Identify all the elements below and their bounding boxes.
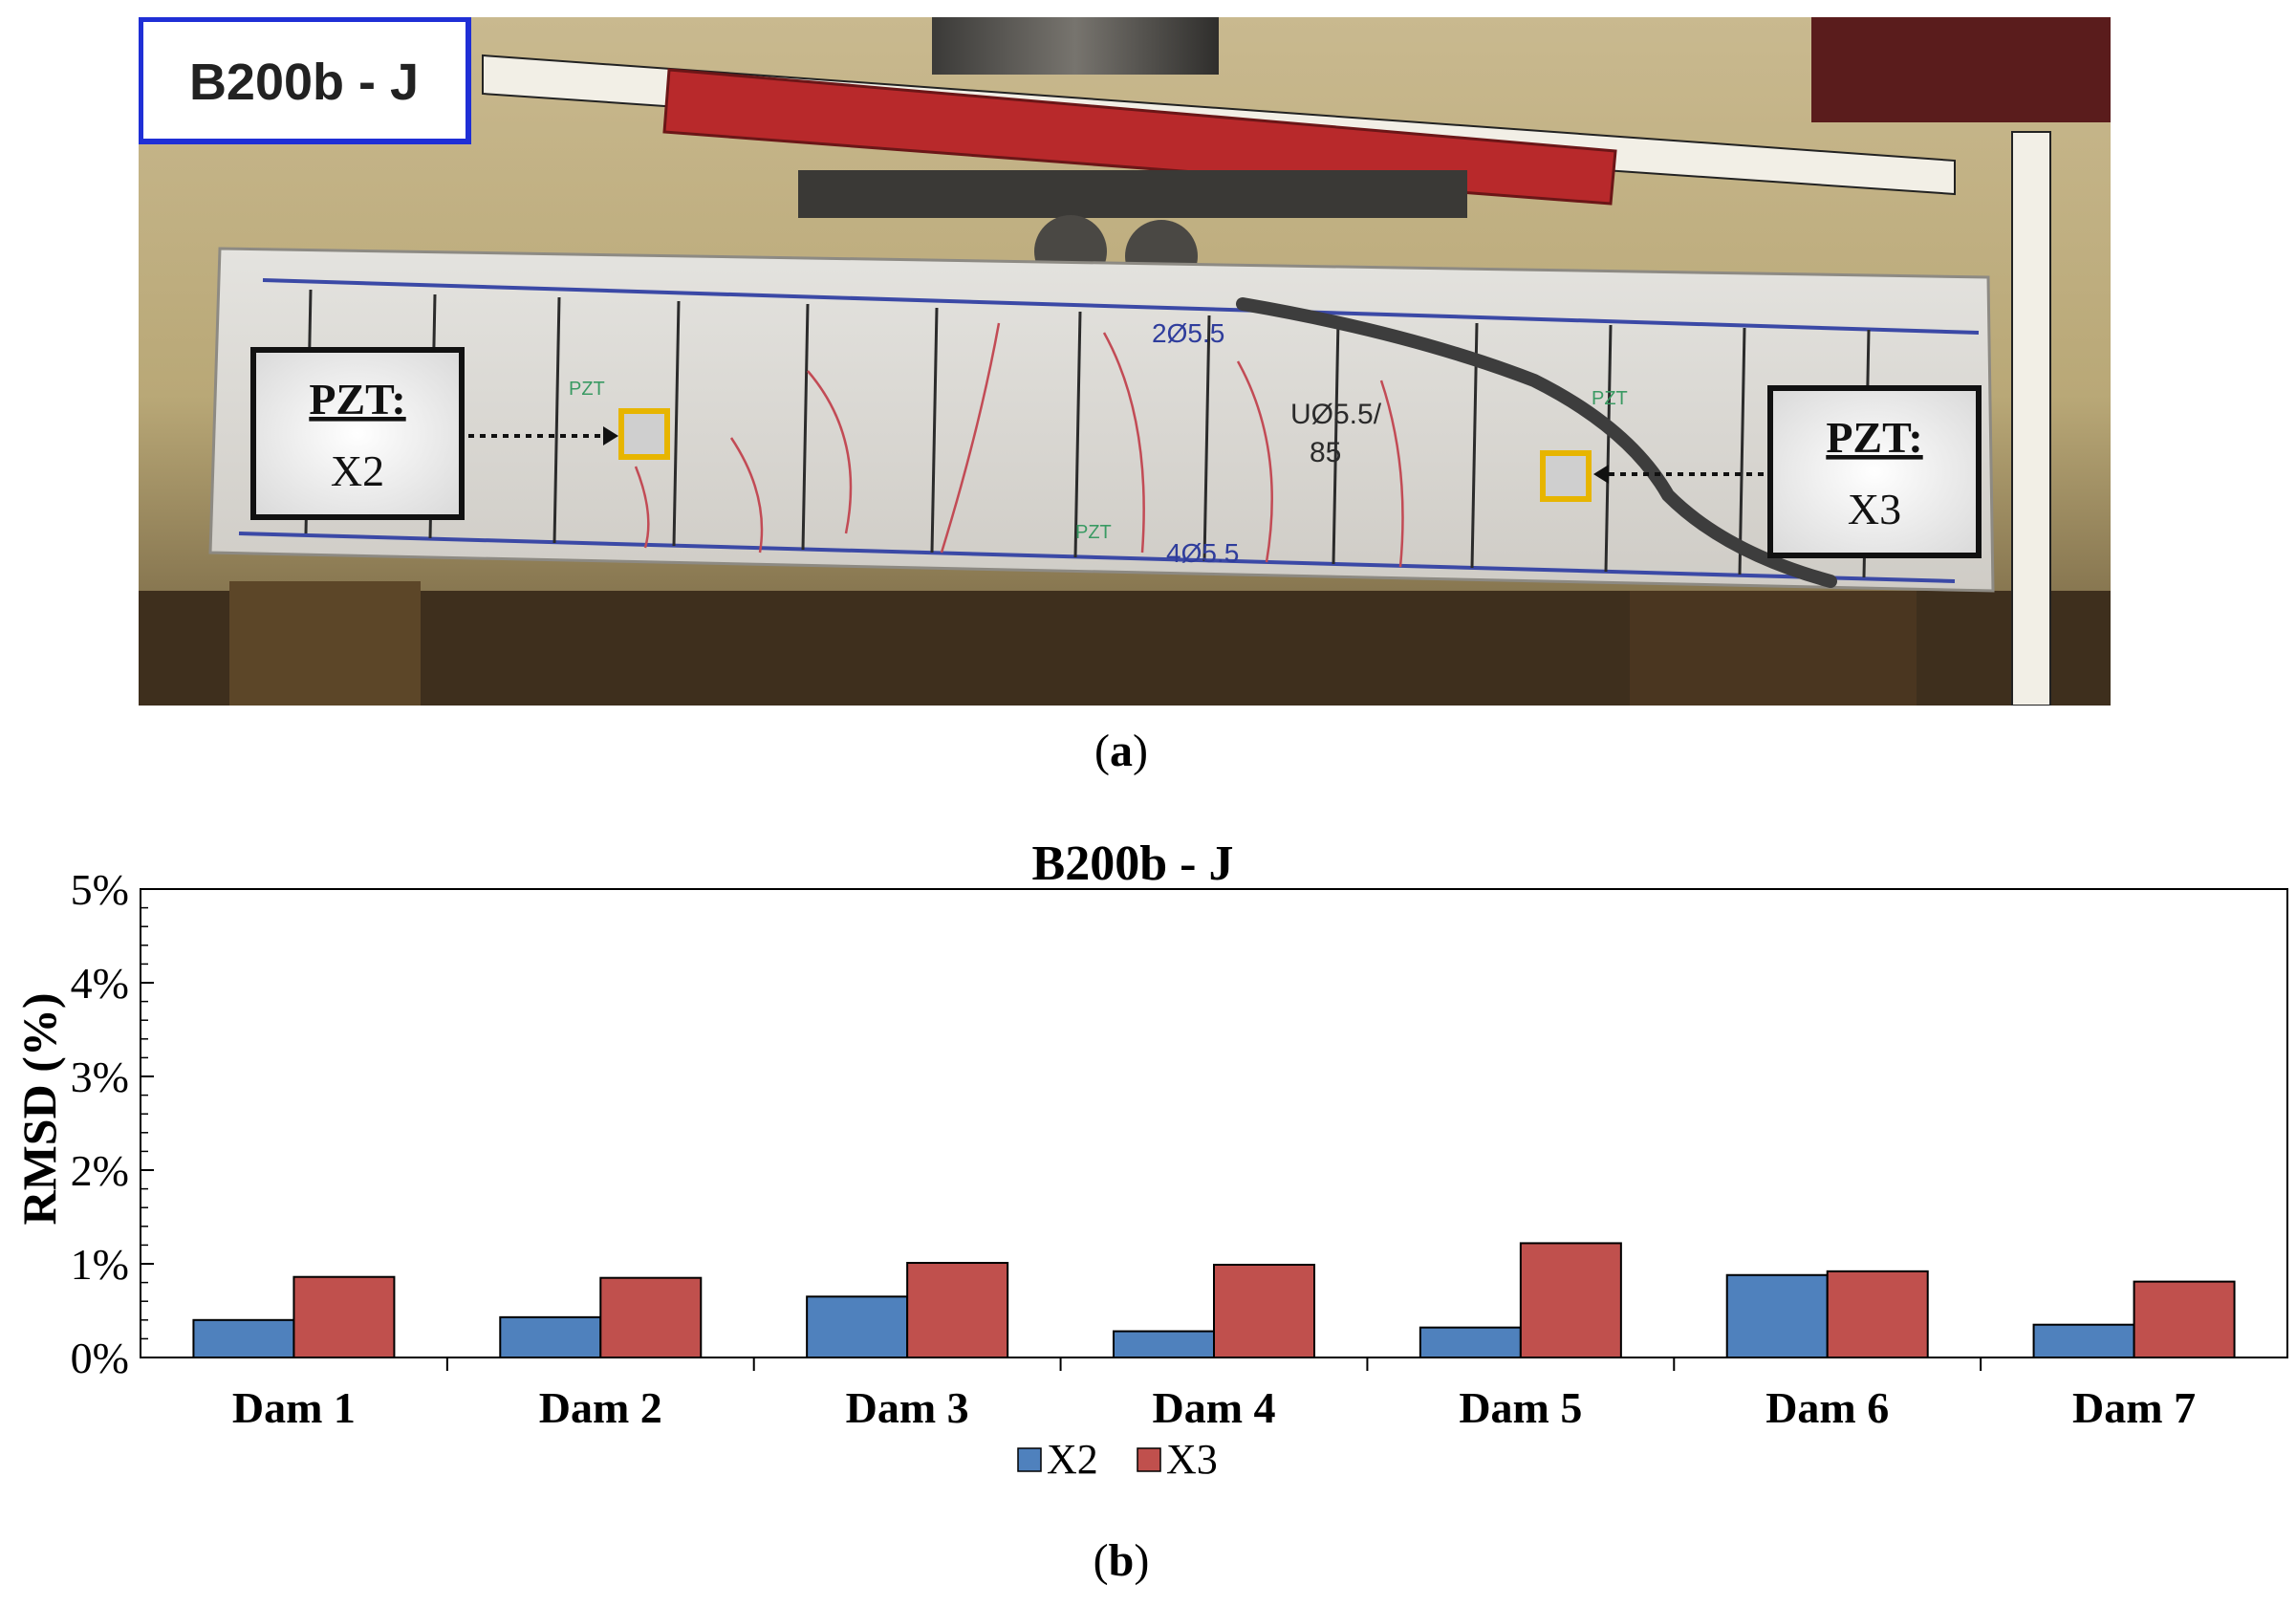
callout-arrowhead-x3 (1593, 465, 1609, 484)
y-tick-label: 5% (71, 865, 129, 914)
legend-swatch-x2 (1017, 1447, 1042, 1472)
x-tick-label: Dam 7 (2072, 1383, 2196, 1432)
beam-mark-stirrup: UØ5.5/ (1290, 399, 1382, 430)
pzt-mark-mid: PZT (1075, 522, 1112, 543)
bar-x3-dam-4 (1213, 1263, 1315, 1358)
panel-caption-a: (a) (1094, 726, 1148, 776)
pzt-sensor-x3 (1540, 450, 1592, 502)
pzt-mark-x3: PZT (1592, 388, 1628, 409)
y-tick-label: 0% (71, 1334, 129, 1382)
x-tick-label: Dam 3 (846, 1383, 969, 1432)
y-axis-label: RMSD (%) (12, 992, 66, 1225)
callout-box-x2 (250, 347, 465, 520)
bar-x2-dam-6 (1725, 1273, 1829, 1359)
callout-x3-sensor: X3 (1848, 485, 1901, 533)
x-tick-label: Dam 1 (232, 1383, 356, 1432)
y-tick-label: 3% (71, 1053, 129, 1101)
legend: X2 X3 (1017, 1436, 1218, 1483)
legend-label-x3: X3 (1166, 1436, 1218, 1483)
x-tick-label: Dam 2 (539, 1383, 662, 1432)
beam-mark-bottom: 4Ø5.5 (1166, 538, 1239, 568)
left-support (229, 581, 421, 706)
callout-box-x3 (1767, 385, 1982, 558)
beam-mark-top: 2Ø5.5 (1152, 318, 1224, 348)
top-rebar-line (262, 278, 1980, 335)
callout-x2-sensor: X2 (331, 446, 384, 495)
x-tick-label: Dam 4 (1152, 1383, 1275, 1432)
specimen-label: B200b - J (189, 54, 419, 111)
press-bar (798, 170, 1467, 218)
concrete-beam (208, 247, 1995, 593)
shear-crack (1236, 297, 1837, 588)
specimen-label-box (139, 17, 471, 144)
ruler-vertical (2011, 131, 2051, 706)
y-tick-label: 4% (71, 959, 129, 1008)
callout-arrowhead-x2 (603, 426, 618, 445)
bar-x2-dam-2 (499, 1315, 602, 1358)
bar-x2-dam-5 (1419, 1326, 1522, 1359)
hairline-cracks (634, 322, 1404, 568)
bottom-rebar-line (238, 532, 1956, 583)
bar-series (192, 1242, 2236, 1359)
beam-mark-spacing: 85 (1310, 437, 1341, 468)
pzt-sensor-x2 (618, 408, 670, 460)
y-axis-ticks: 0% 1% 2% 3% 4% 5% (71, 865, 154, 1382)
bar-x2-dam-4 (1113, 1330, 1215, 1359)
callout-x2-heading: PZT: (309, 375, 405, 423)
legend-swatch-x3 (1137, 1447, 1161, 1472)
callout-x3-heading: PZT: (1826, 413, 1922, 462)
panel-caption-a-letter: a (1110, 726, 1133, 776)
bar-x2-dam-1 (192, 1318, 295, 1359)
x-axis-ticks: Dam 1 Dam 2 Dam 3 Dam 4 Dam 5 Dam 6 Dam 7 (232, 1357, 2196, 1432)
y-tick-label: 2% (71, 1146, 129, 1195)
panel-caption-b: (b) (1093, 1535, 1150, 1586)
bar-x3-dam-6 (1826, 1270, 1929, 1358)
legend-label-x2: X2 (1047, 1436, 1098, 1483)
beam-photo-illustration: 2Ø5.5 UØ5.5/ 85 4Ø5.5 PZT PZT PZT PZT: X… (139, 17, 2111, 706)
bar-x3-dam-3 (906, 1262, 1009, 1359)
press-column (932, 17, 1219, 75)
bar-x3-dam-2 (599, 1276, 703, 1358)
y-tick-label: 1% (71, 1240, 129, 1289)
beam-photo: 2Ø5.5 UØ5.5/ 85 4Ø5.5 PZT PZT PZT PZT: X… (139, 17, 2111, 706)
right-support (1630, 591, 1917, 706)
x-tick-label: Dam 5 (1459, 1383, 1582, 1432)
bar-x3-dam-5 (1519, 1242, 1622, 1358)
bar-x3-dam-1 (292, 1275, 396, 1358)
panel-caption-b-letter: b (1108, 1535, 1135, 1586)
plot-area-border (140, 888, 2288, 1358)
pzt-mark-x2: PZT (569, 379, 605, 400)
x-tick-label: Dam 6 (1765, 1383, 1889, 1432)
bar-x3-dam-7 (2133, 1280, 2236, 1358)
bar-x2-dam-3 (806, 1295, 909, 1359)
bar-x2-dam-7 (2032, 1323, 2135, 1358)
chart-title: B200b - J (1032, 836, 1234, 891)
wall-panel-dark (1811, 17, 2111, 122)
rmsd-bar-chart: B200b - J RMSD (%) 0%1%2%3%4%5% Dam 1 Dam… (12, 836, 2288, 1483)
